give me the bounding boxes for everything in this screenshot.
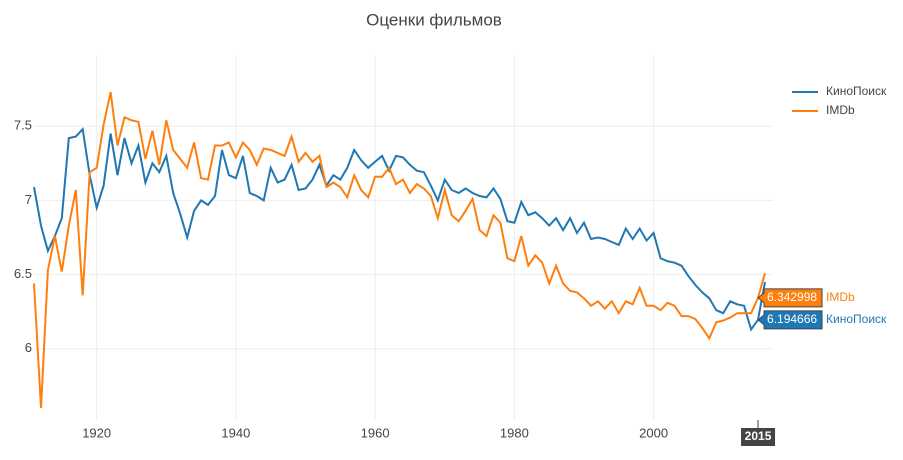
y-tick-label: 7.5 [14,118,32,133]
x-tick-label: 1980 [500,425,529,440]
x-tick-label: 1960 [361,425,390,440]
x-tick-label: 2000 [639,425,668,440]
y-tick-label: 6 [25,340,32,355]
hover-box [757,310,823,330]
hover-value: 6.342998 [767,290,817,304]
hover-value: 6.194666 [767,312,817,326]
x-tick-label: 1920 [82,425,111,440]
y-tick-label: 7 [25,192,32,207]
chart-title: Оценки фильмов [366,10,502,29]
hover-name: КиноПоиск [826,312,887,326]
hover-name: IMDb [826,290,855,304]
hover-x-box [741,428,776,446]
hover-box [757,288,823,308]
legend-label: IMDb [826,103,855,117]
series-line [33,91,766,409]
series-line [33,127,766,332]
x-tick-label: 1940 [221,425,250,440]
legend-label: КиноПоиск [826,84,887,98]
hover-x-label: 2015 [745,429,772,443]
y-tick-label: 6.5 [14,266,32,281]
